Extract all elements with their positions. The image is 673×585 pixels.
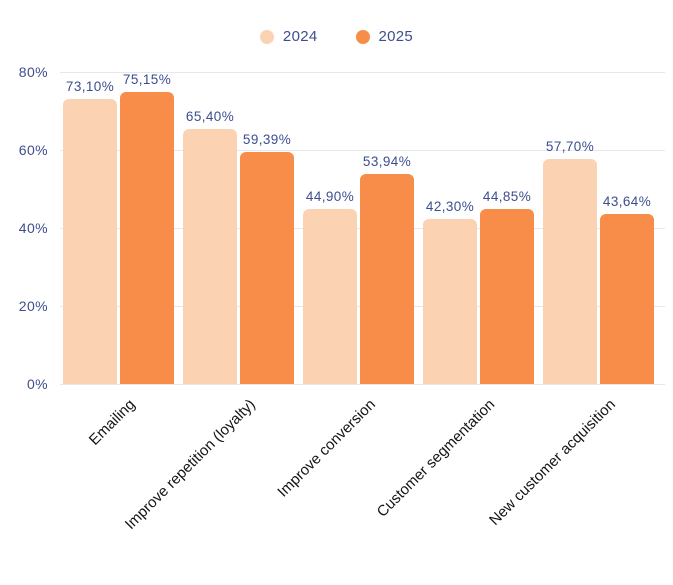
legend-dot-2025 xyxy=(355,29,370,44)
bar-column: 59,39% xyxy=(240,72,294,384)
bar-2025-2[interactable] xyxy=(240,152,294,384)
x-axis-labels: Emailing Improve repetition (loyalty) Impr… xyxy=(60,396,665,576)
y-tick-label: 40% xyxy=(18,220,48,236)
bar-value-label: 44,85% xyxy=(482,189,532,205)
legend-dot-2024 xyxy=(259,29,274,44)
bar-group-4: 42,30% 44,85% xyxy=(423,72,534,384)
x-category-label: New customer acquisition xyxy=(485,396,619,529)
bar-2025-3[interactable] xyxy=(360,173,414,384)
bar-2025-1[interactable] xyxy=(120,92,174,384)
bar-column: 75,15% xyxy=(120,72,174,384)
bar-2024-3[interactable] xyxy=(303,208,357,384)
bar-value-label: 43,64% xyxy=(602,193,652,209)
bar-column: 44,90% xyxy=(303,72,357,384)
chart-legend: 2024 2025 xyxy=(0,28,673,45)
bar-value-label: 59,39% xyxy=(242,132,292,148)
bar-group-3: 44,90% 53,94% xyxy=(303,72,414,384)
bar-2024-5[interactable] xyxy=(543,158,597,384)
bar-2025-5[interactable] xyxy=(600,213,654,384)
bar-column: 43,64% xyxy=(600,72,654,384)
bar-group-2: 65,40% 59,39% xyxy=(183,72,294,384)
y-tick-label: 0% xyxy=(26,376,48,392)
x-category-label: Emailing xyxy=(85,396,139,449)
y-tick-label: 80% xyxy=(18,64,48,80)
bar-value-label: 44,90% xyxy=(305,188,355,204)
y-tick-label: 60% xyxy=(18,142,48,158)
x-category-label: Customer segmentation xyxy=(373,396,499,521)
plot-area: 80% 60% 40% 20% 0% 73,10% 75,15% 65,40% 59,39% 44… xyxy=(19,64,665,392)
x-category-label: Improve repetition (loyalty) xyxy=(121,396,259,533)
bar-group-1: 73,10% 75,15% xyxy=(63,72,174,384)
bar-value-label: 53,94% xyxy=(362,153,412,169)
bar-2025-4[interactable] xyxy=(480,209,534,384)
bar-column: 44,85% xyxy=(480,72,534,384)
legend-label-2024: 2024 xyxy=(282,28,318,45)
gridline-80% xyxy=(60,72,665,73)
bar-column: 42,30% xyxy=(423,72,477,384)
bar-column: 53,94% xyxy=(360,72,414,384)
legend-item-2024[interactable]: 2024 xyxy=(259,28,318,45)
x-category-label: Improve conversion xyxy=(273,396,379,501)
bar-column: 57,70% xyxy=(543,72,597,384)
gridline-0% xyxy=(60,384,665,385)
bar-column: 65,40% xyxy=(183,72,237,384)
y-tick-label: 20% xyxy=(18,298,48,314)
bar-column: 73,10% xyxy=(63,72,117,384)
gridline-60% xyxy=(60,150,665,151)
legend-label-2025: 2025 xyxy=(378,28,414,45)
bar-value-label: 75,15% xyxy=(122,72,172,87)
bar-2024-2[interactable] xyxy=(183,128,237,384)
bar-value-label: 73,10% xyxy=(65,78,115,94)
bar-value-label: 65,40% xyxy=(185,108,235,124)
legend-item-2025[interactable]: 2025 xyxy=(355,28,414,45)
bar-2024-4[interactable] xyxy=(423,219,477,384)
bar-group-5: 57,70% 43,64% xyxy=(543,72,654,384)
bar-value-label: 42,30% xyxy=(425,199,475,215)
bar-value-label: 57,70% xyxy=(545,138,595,154)
bar-2024-1[interactable] xyxy=(63,98,117,384)
